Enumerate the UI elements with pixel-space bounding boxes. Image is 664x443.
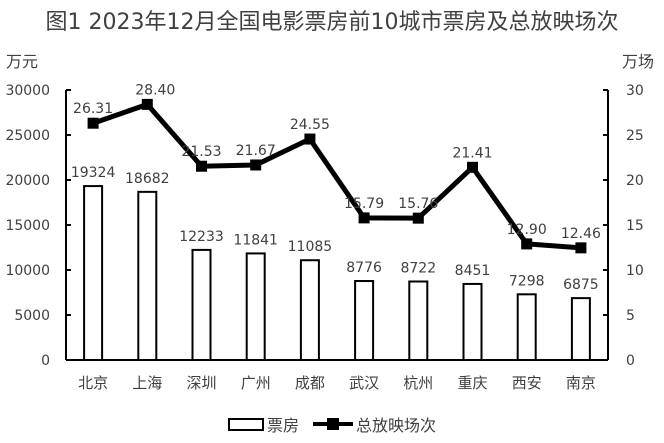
bar-value-label: 8722 bbox=[400, 261, 436, 277]
bar-value-label: 7298 bbox=[509, 273, 545, 289]
right-tick-label: 15 bbox=[626, 218, 644, 234]
line-marker bbox=[358, 212, 370, 224]
category-label: 重庆 bbox=[457, 374, 487, 392]
bar-box-office bbox=[137, 190, 158, 361]
category-label: 北京 bbox=[78, 374, 108, 392]
line-value-label: 12.90 bbox=[507, 222, 547, 238]
legend-item-screenings: 总放映场次 bbox=[313, 412, 436, 436]
bar-value-label: 8451 bbox=[455, 263, 491, 279]
bar-value-label: 18682 bbox=[125, 171, 170, 187]
bar-value-label: 6875 bbox=[563, 277, 599, 293]
line-value-label: 12.46 bbox=[561, 226, 601, 242]
line-value-label: 24.55 bbox=[290, 117, 330, 133]
right-tick-label: 25 bbox=[626, 128, 644, 144]
bar-value-label: 11085 bbox=[288, 239, 333, 255]
line-marker bbox=[87, 117, 99, 129]
left-tick-label: 0 bbox=[41, 353, 50, 369]
right-tick-label: 5 bbox=[626, 308, 635, 324]
left-tick-label: 10000 bbox=[5, 263, 50, 279]
line-value-label: 15.79 bbox=[344, 196, 384, 212]
bar-value-label: 19324 bbox=[71, 165, 116, 181]
bar-box-office bbox=[516, 293, 537, 361]
left-tick-label: 30000 bbox=[5, 83, 50, 99]
line-marker bbox=[575, 242, 587, 254]
category-label: 杭州 bbox=[403, 374, 433, 392]
category-label: 南京 bbox=[566, 374, 596, 392]
bar-swatch-icon bbox=[227, 417, 264, 431]
chart-title: 图1 2023年12月全国电影票房前10城市票房及总放映场次 bbox=[45, 10, 619, 35]
bar-value-label: 12233 bbox=[179, 229, 224, 245]
left-axis-unit: 万元 bbox=[6, 52, 39, 71]
bar-box-office bbox=[191, 248, 212, 361]
bar-box-office bbox=[299, 259, 320, 361]
line-marker bbox=[196, 160, 207, 172]
right-tick-label: 10 bbox=[626, 263, 644, 279]
category-label: 成都 bbox=[295, 374, 325, 392]
line-marker bbox=[467, 161, 478, 173]
right-tick-label: 20 bbox=[626, 173, 644, 189]
category-label: 广州 bbox=[241, 374, 271, 392]
bar-box-office bbox=[570, 297, 591, 361]
line-value-label: 15.76 bbox=[398, 196, 438, 212]
line-value-label: 21.67 bbox=[236, 143, 276, 159]
bar-box-office bbox=[245, 252, 266, 361]
right-axis-unit: 万场 bbox=[622, 52, 655, 71]
bar-box-office bbox=[354, 280, 375, 361]
line-marker bbox=[250, 159, 262, 171]
left-tick-label: 20000 bbox=[5, 173, 50, 189]
category-label: 武汉 bbox=[349, 374, 379, 392]
line-screenings bbox=[92, 101, 582, 251]
left-tick-label: 5000 bbox=[14, 308, 50, 324]
left-tick-label: 25000 bbox=[5, 128, 50, 144]
line-marker-swatch-icon bbox=[313, 418, 353, 430]
bar-value-label: 11841 bbox=[233, 232, 278, 248]
line-marker bbox=[412, 212, 424, 224]
legend-item-box-office: 票房 bbox=[227, 412, 299, 436]
line-marker bbox=[141, 98, 153, 110]
legend: 票房 总放映场次 bbox=[0, 412, 664, 436]
bar-box-office bbox=[83, 185, 104, 361]
legend-label-screenings: 总放映场次 bbox=[356, 416, 437, 435]
line-value-label: 26.31 bbox=[73, 101, 113, 117]
category-label: 西安 bbox=[512, 374, 542, 392]
line-marker bbox=[521, 238, 533, 250]
right-tick-label: 30 bbox=[626, 83, 644, 99]
right-tick-label: 0 bbox=[626, 353, 635, 369]
line-value-label: 21.41 bbox=[452, 145, 492, 161]
bar-box-office bbox=[408, 280, 429, 362]
bar-box-office bbox=[462, 282, 483, 362]
category-label: 上海 bbox=[132, 374, 162, 392]
category-label: 深圳 bbox=[186, 374, 216, 392]
line-marker bbox=[304, 133, 316, 145]
legend-label-box-office: 票房 bbox=[266, 416, 299, 435]
line-value-label: 28.40 bbox=[135, 82, 175, 98]
bar-value-label: 8776 bbox=[346, 260, 382, 276]
left-tick-label: 15000 bbox=[5, 218, 50, 234]
line-value-label: 21.53 bbox=[181, 144, 221, 160]
